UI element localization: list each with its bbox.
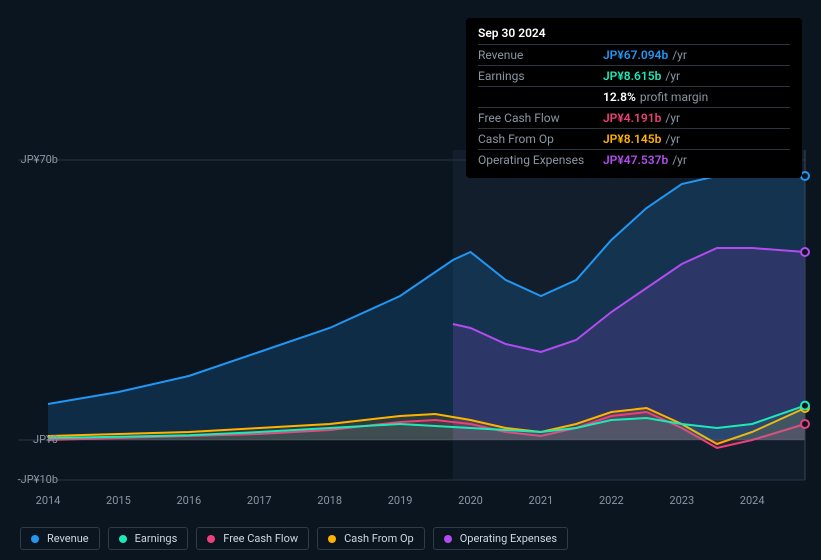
chart-tooltip: Sep 30 2024 RevenueJP¥67.094b/yrEarnings…: [466, 18, 802, 178]
tooltip-row-value: JP¥47.537b: [603, 153, 668, 167]
tooltip-row-unit: /yr: [665, 69, 680, 83]
tooltip-row-label: Revenue: [478, 48, 603, 62]
tooltip-row-value: JP¥8.615b: [603, 69, 661, 83]
legend-item-label: Earnings: [135, 532, 178, 545]
legend-item-label: Free Cash Flow: [223, 532, 298, 545]
tooltip-row: EarningsJP¥8.615b/yr: [478, 65, 790, 86]
x-axis-label: 2023: [669, 494, 694, 507]
legend-item[interactable]: Earnings: [108, 527, 189, 550]
y-axis-label: -JP¥10b: [0, 473, 58, 486]
tooltip-row: Cash From OpJP¥8.145b/yr: [478, 128, 790, 149]
tooltip-row-label: Earnings: [478, 69, 603, 83]
chart-legend: Revenue Earnings Free Cash Flow Cash From O…: [20, 527, 568, 550]
x-axis-label: 2024: [740, 494, 765, 507]
legend-item[interactable]: Free Cash Flow: [196, 527, 309, 550]
y-axis-label: JP¥0: [0, 433, 58, 446]
tooltip-row-value: JP¥67.094b: [603, 48, 668, 62]
x-axis-label: 2017: [247, 494, 272, 507]
x-axis-label: 2020: [458, 494, 483, 507]
tooltip-row-value: JP¥4.191b: [603, 111, 661, 125]
tooltip-row-unit: /yr: [672, 153, 687, 167]
x-axis-label: 2016: [176, 494, 201, 507]
legend-dot-icon: [31, 535, 39, 543]
legend-item-label: Revenue: [47, 532, 89, 545]
legend-item[interactable]: Cash From Op: [317, 527, 425, 550]
tooltip-row-unit: /yr: [672, 48, 687, 62]
legend-dot-icon: [119, 535, 127, 543]
legend-dot-icon: [328, 535, 336, 543]
tooltip-row: Free Cash FlowJP¥4.191b/yr: [478, 107, 790, 128]
tooltip-row-label: Cash From Op: [478, 132, 603, 146]
tooltip-row-value: JP¥8.145b: [603, 132, 661, 146]
legend-item[interactable]: Revenue: [20, 527, 100, 550]
legend-dot-icon: [444, 535, 452, 543]
tooltip-row-unit: profit margin: [640, 90, 708, 104]
tooltip-row-label: Free Cash Flow: [478, 111, 603, 125]
tooltip-row-unit: /yr: [665, 111, 680, 125]
x-axis-label: 2019: [388, 494, 413, 507]
legend-item-label: Operating Expenses: [460, 532, 557, 545]
x-axis-label: 2018: [317, 494, 342, 507]
legend-item-label: Cash From Op: [344, 532, 414, 545]
tooltip-row-unit: /yr: [665, 132, 680, 146]
x-axis-label: 2014: [36, 494, 61, 507]
tooltip-row: 12.8% profit margin: [478, 86, 790, 107]
legend-dot-icon: [207, 535, 215, 543]
x-axis-label: 2022: [599, 494, 624, 507]
x-axis-label: 2015: [106, 494, 131, 507]
tooltip-row-label: Operating Expenses: [478, 153, 603, 167]
tooltip-row: RevenueJP¥67.094b/yr: [478, 44, 790, 65]
tooltip-row: Operating ExpensesJP¥47.537b/yr: [478, 149, 790, 170]
y-axis-label: JP¥70b: [0, 153, 58, 166]
legend-item[interactable]: Operating Expenses: [433, 527, 568, 550]
tooltip-row-value: 12.8%: [603, 90, 636, 104]
tooltip-title: Sep 30 2024: [478, 26, 790, 40]
x-axis-label: 2021: [529, 494, 554, 507]
